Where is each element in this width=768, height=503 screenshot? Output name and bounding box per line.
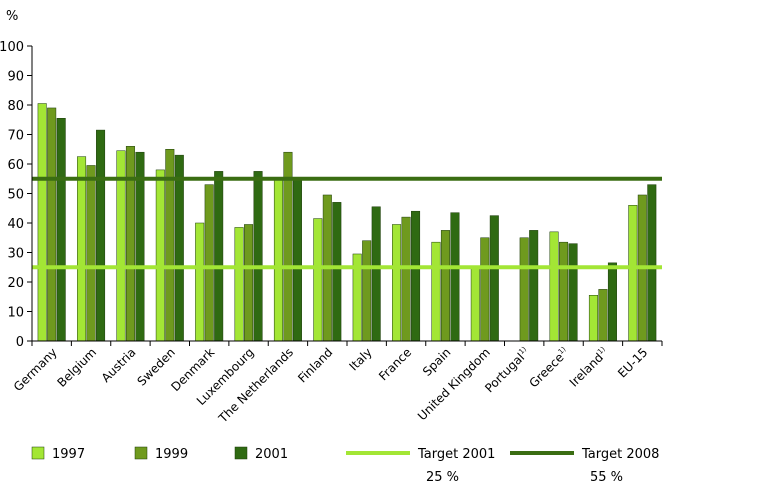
y-tick-label: 0: [16, 335, 24, 350]
bar-spain-2001: [450, 212, 460, 342]
bar-eu-15-2001: [647, 184, 657, 342]
bar-united-kingdom-1999: [480, 237, 490, 342]
y-tick-label: 60: [7, 158, 24, 173]
legend-label-target-2008: Target 2008: [581, 447, 659, 462]
category-label-france: France: [376, 345, 414, 383]
bar-greece-2001: [568, 243, 578, 342]
y-tick-label: 20: [7, 276, 24, 291]
bar-sweden-2001: [174, 154, 184, 342]
legend-value-target-2008: 55 %: [590, 470, 623, 485]
bar-luxembourg-2001: [253, 171, 263, 342]
bar-ireland-1997: [588, 295, 598, 342]
bar-belgium-1999: [86, 165, 96, 342]
category-footnote: 1): [517, 345, 528, 356]
category-label-belgium: Belgium: [54, 345, 99, 390]
bar-germany-2001: [56, 118, 66, 342]
bar-spain-1999: [440, 230, 450, 342]
bar-belgium-2001: [96, 129, 106, 342]
y-tick-label: 90: [7, 70, 24, 85]
category-label-finland: Finland: [295, 345, 335, 385]
category-label-italy: Italy: [346, 345, 374, 373]
y-tick-label: 40: [7, 217, 24, 232]
legend-label-target-2001: Target 2001: [417, 447, 495, 462]
bar-france-2001: [411, 210, 421, 342]
legend: 1997 1999 2001 Target 2001 25 % Target 2008 55…: [31, 446, 659, 485]
bar-denmark-1997: [195, 222, 205, 342]
y-tick-label: 50: [7, 188, 24, 203]
bar-italy-2001: [371, 206, 381, 342]
category-label-eu-15: EU-15: [615, 345, 650, 380]
bar-greece-1999: [559, 241, 569, 342]
bar-united-kingdom-2001: [489, 215, 499, 342]
target-lines: [32, 176, 662, 270]
bar-germany-1999: [47, 107, 57, 342]
y-axis-ticks: 0 10 20 30 40 50 60 70 80 90 100: [0, 40, 32, 350]
legend-swatch-1999: [134, 446, 148, 460]
category-label-the-netherlands: The Netherlands: [215, 345, 296, 426]
y-tick-label: 80: [7, 99, 24, 114]
legend-swatch-2001: [234, 446, 248, 460]
bar-germany-1997: [37, 103, 47, 342]
legend-label-1997: 1997: [52, 447, 85, 462]
category-label-ireland: Ireland1): [567, 345, 612, 390]
bar-the-netherlands-1997: [273, 177, 283, 342]
bar-greece-1997: [549, 231, 559, 342]
bar-france-1997: [392, 224, 402, 342]
bar-portugal-2001: [529, 230, 539, 342]
bar-denmark-2001: [214, 171, 224, 342]
bar-ireland-2001: [607, 262, 617, 342]
bar-luxembourg-1997: [234, 227, 244, 342]
bar-sweden-1997: [155, 169, 165, 342]
legend-label-2001: 2001: [255, 447, 288, 462]
y-tick-label: 100: [0, 40, 24, 55]
bars: [37, 103, 657, 342]
category-label-greece: Greece1): [526, 345, 571, 390]
category-label-united-kingdom: United Kingdom: [415, 345, 493, 423]
category-label-germany: Germany: [11, 345, 60, 394]
category-footnote: 1): [557, 345, 568, 356]
legend-swatch-1997: [31, 446, 45, 460]
bar-denmark-1999: [204, 184, 214, 342]
bar-ireland-1999: [598, 289, 608, 342]
category-label-austria: Austria: [99, 345, 139, 385]
y-tick-label: 70: [7, 129, 24, 144]
legend-label-1999: 1999: [155, 447, 188, 462]
legend-value-target-2001: 25 %: [426, 470, 459, 485]
bar-united-kingdom-1997: [470, 268, 480, 342]
y-tick-label: 30: [7, 247, 24, 262]
bar-finland-1997: [313, 218, 323, 342]
y-tick-label: 10: [7, 306, 24, 321]
bar-luxembourg-1999: [244, 224, 254, 342]
bar-eu-15-1997: [628, 205, 638, 342]
bar-portugal-1999: [519, 237, 529, 342]
bar-france-1999: [401, 216, 411, 342]
category-footnote: 1): [596, 345, 607, 356]
category-label-spain: Spain: [420, 345, 454, 379]
bar-belgium-1997: [77, 156, 87, 342]
bar-the-netherlands-2001: [292, 178, 302, 342]
bar-austria-1999: [125, 146, 135, 342]
y-axis-unit: %: [6, 9, 18, 24]
axes: [31, 46, 663, 346]
bar-spain-1997: [431, 241, 441, 342]
bar-italy-1999: [362, 240, 372, 342]
bar-finland-2001: [332, 202, 342, 342]
